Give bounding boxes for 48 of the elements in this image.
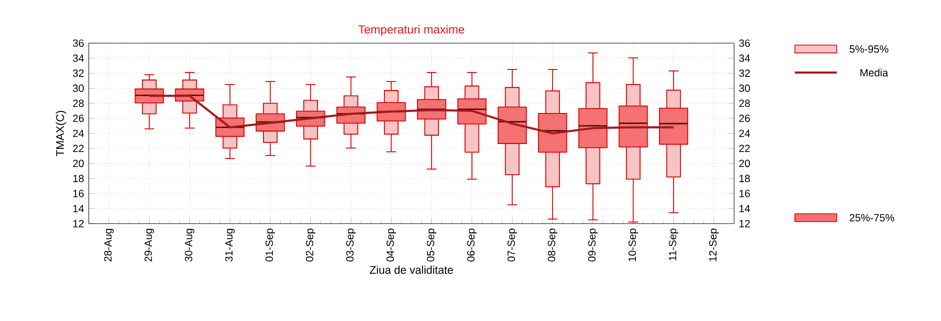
legend-label: 25%-75% [850,214,894,222]
y2-tick-label: 20 [739,160,750,168]
x-tick-label: 08-Sep [548,228,558,262]
y-tick-label: 14 [73,205,84,212]
x-tick-label: 12-Sep [709,228,719,262]
y2-tick-label: 36 [739,40,750,47]
y-tick-label: 12 [73,220,84,228]
x-tick-label: 31-Aug [225,229,235,262]
legend-label: Media [860,68,888,77]
y-tick-label: 30 [72,84,84,92]
y-tick-label: 36 [72,40,84,47]
y-tick-label: 22 [73,144,84,152]
y-tick-label: 28 [73,100,84,108]
x-tick-label: 28-Aug [104,229,114,262]
y2-tick-label: 22 [739,144,750,152]
x-tick-label: 29-Aug [144,229,154,262]
y-tick-label: 18 [73,174,84,182]
x-tick-label: 04-Sep [386,228,396,262]
x-tick-label: 30-Aug [184,229,194,262]
y-tick-label: 16 [73,190,84,198]
y2-tick-label: 26 [739,114,750,122]
x-tick-label: 01-Sep [266,228,276,262]
y2-tick-label: 32 [739,70,750,78]
y2-tick-label: 18 [740,174,750,182]
x-tick-label: 07-Sep [508,228,517,262]
x-tick-label: 02-Sep [306,228,316,262]
y2-tick-label: 14 [740,205,750,212]
y2-tick-label: 24 [739,130,750,138]
x-tick-label: 05-Sep [426,228,436,262]
x-axis-title: Ziua de validitate [370,266,453,274]
y2-tick-label: 34 [739,54,750,62]
y-tick-label: 24 [73,130,84,138]
y2-tick-label: 16 [740,190,750,198]
chart-title: Temperaturi maxime [358,25,464,36]
x-tick-label: 10-Sep [628,228,638,262]
y-axis-title: TMAX(C) [56,111,66,156]
x-tick-label: 09-Sep [588,228,598,262]
y2-tick-label: 12 [740,220,750,228]
y-tick-label: 20 [73,160,84,168]
y-tick-label: 26 [73,114,84,122]
x-tick-label: 03-Sep [346,228,356,262]
legend-label: 5%-95% [850,45,888,53]
x-tick-label: 11-Sep [668,228,678,261]
x-tick-label: 06-Sep [467,228,477,262]
y-tick-label: 32 [72,70,84,78]
y2-tick-label: 28 [739,100,750,108]
y2-tick-label: 30 [739,84,750,92]
y-tick-label: 34 [72,54,84,62]
